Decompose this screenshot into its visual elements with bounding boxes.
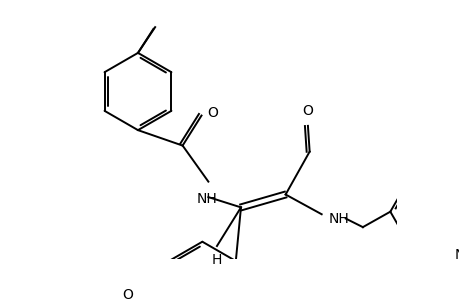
- Text: H: H: [211, 253, 222, 267]
- Text: NH: NH: [196, 192, 217, 206]
- Text: O: O: [207, 106, 218, 120]
- Text: O: O: [302, 104, 313, 118]
- Text: N: N: [453, 248, 459, 262]
- Text: O: O: [122, 288, 133, 300]
- Text: NH: NH: [328, 212, 348, 226]
